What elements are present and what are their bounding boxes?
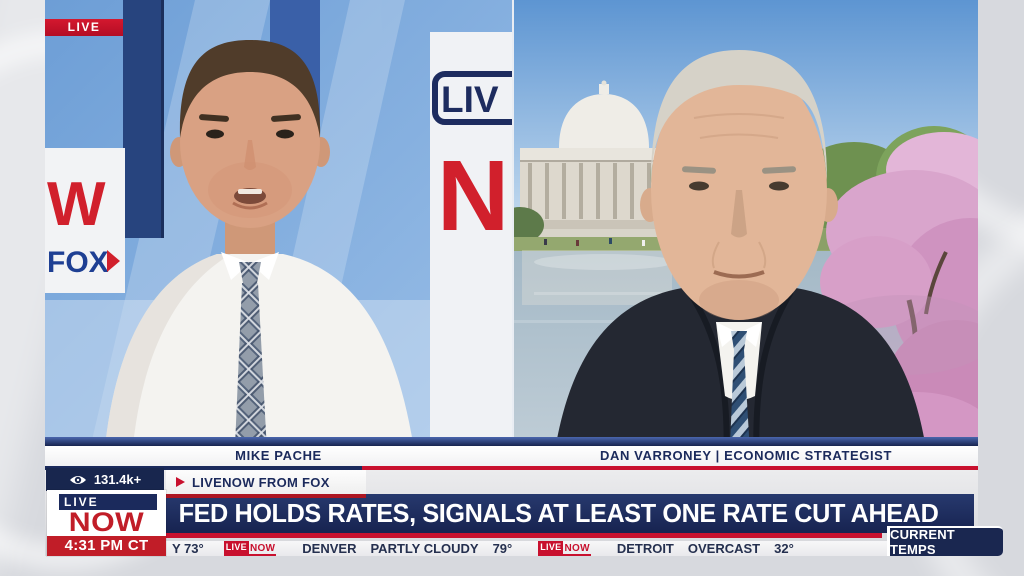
- anchor-mike-pache: [103, 40, 417, 470]
- play-triangle-icon: [176, 477, 185, 487]
- headline-red-stripe: [166, 533, 882, 538]
- viewer-count: 131.4k+: [93, 472, 142, 487]
- speaker-name-banner: MIKE PACHE DAN VARRONEY | ECONOMIC STRAT…: [45, 437, 978, 470]
- studio-live-text: LIV: [441, 79, 499, 120]
- studio-n-letter: N: [437, 140, 509, 252]
- show-title-tab: LIVENOW FROM FOX: [166, 470, 366, 494]
- ticker-city: DENVER: [302, 541, 357, 556]
- bug-now-label: NOW: [68, 507, 145, 537]
- anchor-name-label: MIKE PACHE: [235, 448, 322, 463]
- ticker-partial-temp: Y 73°: [172, 541, 204, 556]
- ticker-condition: OVERCAST: [687, 541, 761, 556]
- ticker-condition: PARTLY CLOUDY: [370, 541, 479, 556]
- studio-livenow-sign: LIV N: [430, 32, 512, 470]
- livenow-bug: LIVE NOW 4:31 PM CT: [47, 490, 166, 556]
- banner-bottom-stripe: [45, 466, 978, 470]
- ticker-temp: 32°: [774, 541, 794, 556]
- studio-now-letter: W: [47, 170, 106, 239]
- clock-label: 4:31 PM CT: [47, 536, 166, 556]
- studio-fox-text: FOX: [47, 246, 109, 279]
- split-screen-divider: [512, 0, 514, 470]
- livenow-ticker-logo: LIVE NOW: [538, 541, 591, 556]
- guest-name-label: DAN VARRONEY | ECONOMIC STRATEGIST: [600, 448, 892, 463]
- ticker-temp: 79°: [492, 541, 513, 556]
- guest-scene: [514, 0, 978, 470]
- bug-live-label: LIVE: [59, 494, 157, 510]
- eye-icon: [69, 475, 86, 484]
- studio-fox-wall-panel: W FOX: [45, 148, 125, 293]
- viewer-count-badge: 131.4k+: [46, 468, 164, 491]
- banner-name-band: MIKE PACHE DAN VARRONEY | ECONOMIC STRAT…: [45, 446, 978, 466]
- show-tab-underline: [166, 494, 366, 498]
- split-screen-feeds: W FOX LIV N: [45, 0, 978, 470]
- live-badge: LIVE: [45, 19, 123, 36]
- ticker-city: DETROIT: [616, 541, 674, 556]
- live-video-player[interactable]: W FOX LIV N: [45, 0, 1003, 557]
- guest-video-feed: [514, 0, 978, 470]
- headline-text: FED HOLDS RATES, SIGNALS AT LEAST ONE RA…: [178, 498, 939, 528]
- current-temps-tag: CURRENT TEMPS: [887, 526, 1003, 557]
- banner-top-stripe: [45, 437, 978, 446]
- anchor-video-feed: W FOX LIV N: [45, 0, 512, 470]
- headline-bar: FED HOLDS RATES, SIGNALS AT LEAST ONE RA…: [166, 494, 974, 533]
- weather-ticker: Y 73° LIVE NOW DENVER PARTLY CLOUDY 79° …: [166, 541, 887, 556]
- studio-scene: W FOX LIV N: [45, 0, 512, 470]
- show-title-label: LIVENOW FROM FOX: [192, 474, 330, 490]
- livenow-ticker-logo: LIVE NOW: [223, 541, 277, 556]
